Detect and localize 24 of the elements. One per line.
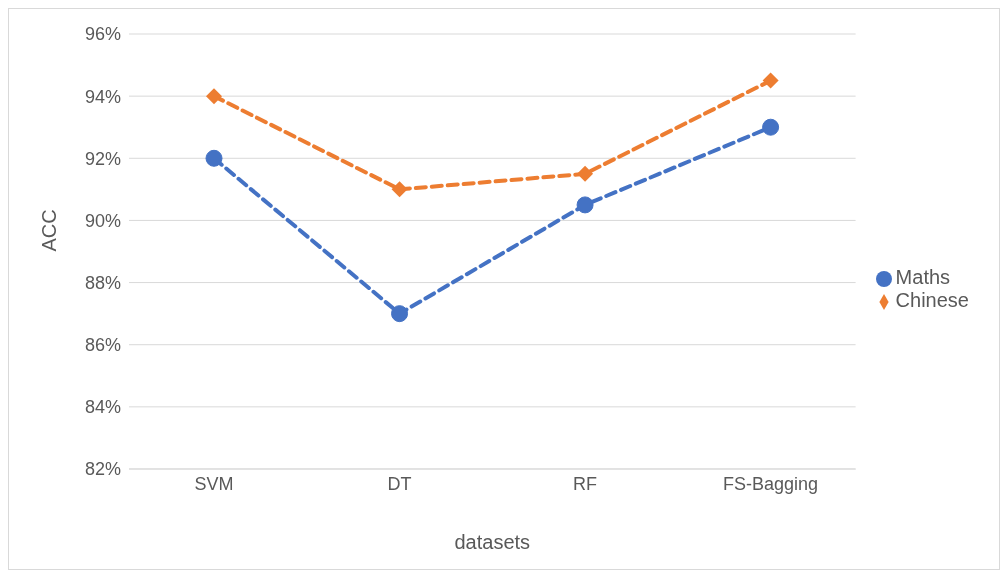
x-axis-title: datasets bbox=[454, 531, 531, 553]
y-tick-label: 92% bbox=[84, 148, 121, 169]
legend-label: Chinese bbox=[895, 289, 969, 311]
x-tick-label: RF bbox=[573, 473, 598, 494]
y-tick-label: 94% bbox=[84, 86, 121, 107]
point bbox=[391, 305, 409, 323]
point bbox=[576, 196, 594, 214]
point bbox=[762, 118, 780, 136]
y-tick-label: 90% bbox=[84, 210, 121, 231]
point bbox=[391, 181, 408, 198]
y-tick-label: 84% bbox=[84, 397, 121, 418]
legend-label: Maths bbox=[895, 266, 951, 288]
y-tick-label: 88% bbox=[84, 272, 121, 293]
x-tick-label: SVM bbox=[194, 473, 234, 494]
point bbox=[577, 165, 594, 182]
point bbox=[762, 72, 779, 89]
x-tick-label: DT bbox=[387, 473, 412, 494]
y-tick-label: 86% bbox=[84, 335, 121, 356]
y-tick-label: 82% bbox=[84, 459, 121, 480]
point bbox=[205, 149, 223, 167]
y-axis-title: ACC bbox=[38, 209, 61, 252]
y-tick-label: 96% bbox=[84, 24, 121, 45]
point bbox=[206, 88, 222, 105]
x-tick-label: FS-Bagging bbox=[723, 473, 819, 494]
